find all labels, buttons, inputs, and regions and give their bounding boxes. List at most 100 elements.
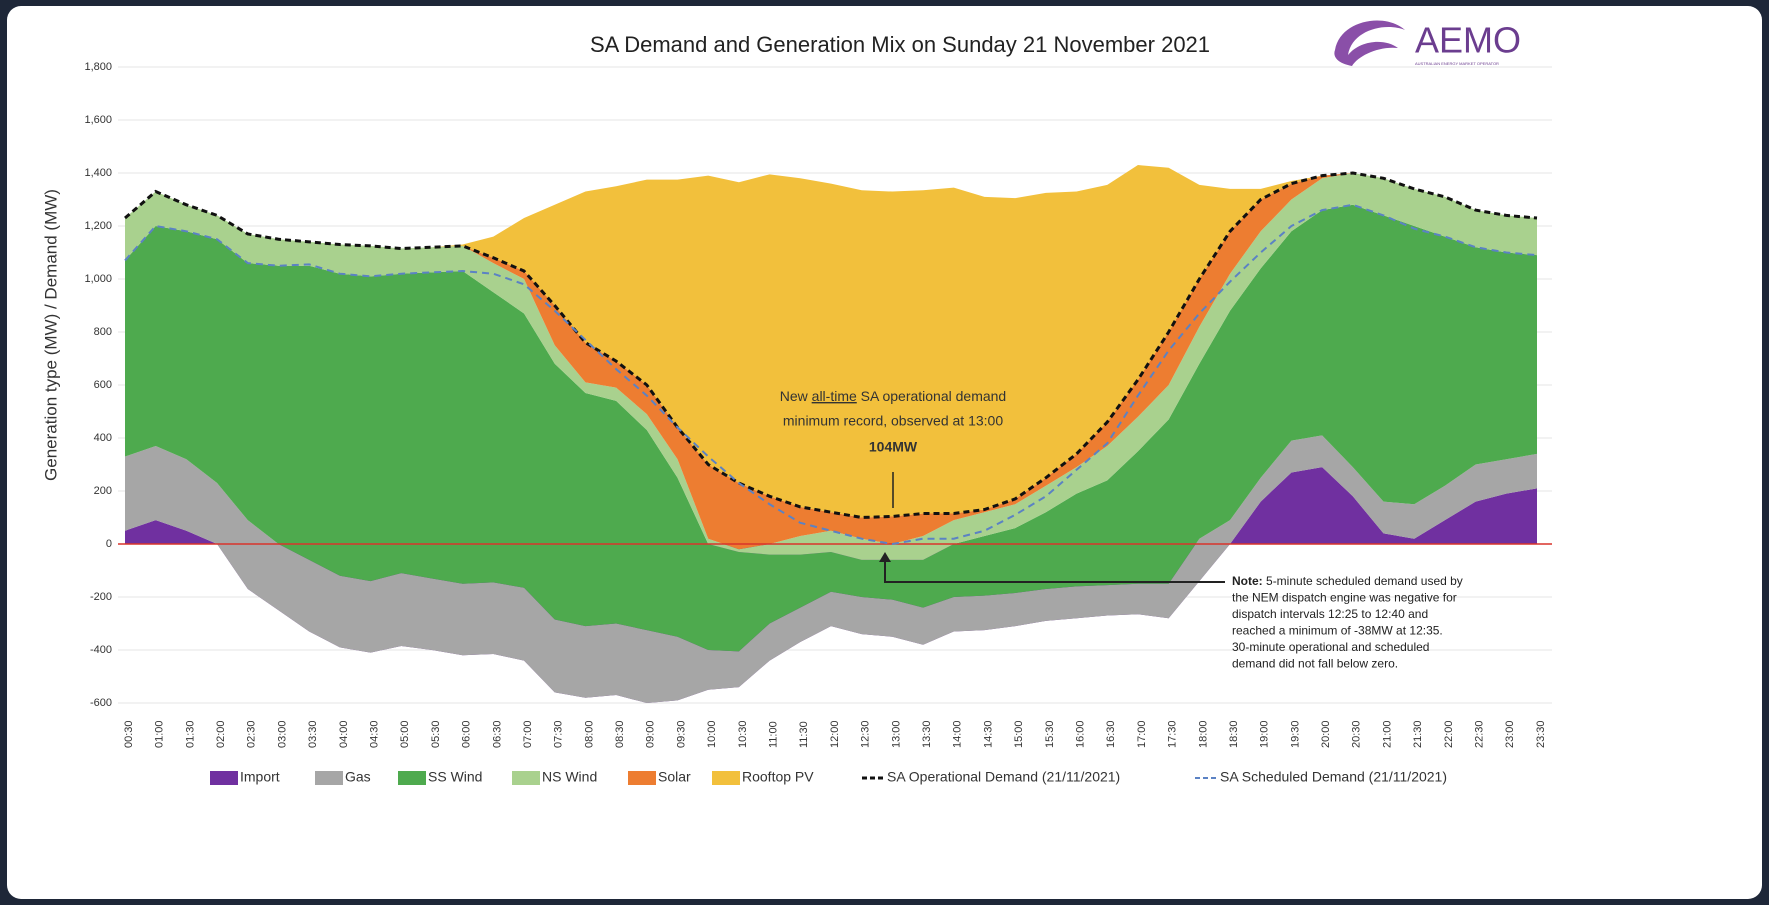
annotation-line: New all-time SA operational demand (780, 388, 1006, 404)
note-line: demand did not fall below zero. (1232, 657, 1398, 671)
x-tick-label: 17:00 (1136, 720, 1148, 748)
x-tick-label: 11:00 (768, 721, 780, 748)
legend-swatch (210, 771, 238, 785)
legend-swatch (628, 771, 656, 785)
legend-label: SA Operational Demand (21/11/2021) (887, 769, 1120, 785)
legend: Import Gas SS Wind NS Wind Solar Rooftop PV SA… (210, 769, 1447, 785)
annotation: New all-time SA operational demand minim… (780, 388, 1006, 508)
x-tick-label: 21:30 (1412, 720, 1424, 748)
note-line: Note: 5-minute scheduled demand used by (1232, 574, 1463, 588)
x-tick-label: 13:00 (890, 720, 902, 748)
x-tick-label: 06:00 (461, 720, 473, 748)
area-band (125, 204, 1537, 652)
x-tick-label: 20:30 (1351, 720, 1363, 748)
x-tick-label: 19:00 (1259, 720, 1271, 748)
x-tick-label: 03:30 (307, 720, 319, 748)
x-tick-label: 16:30 (1105, 720, 1117, 748)
x-tick-label: 04:00 (338, 720, 350, 748)
x-tick-label: 05:00 (399, 720, 411, 748)
legend-swatch (512, 771, 540, 785)
y-tick-label: -200 (90, 591, 112, 603)
area-band (125, 173, 1537, 560)
x-tick-label: 23:30 (1535, 720, 1547, 748)
x-tick-label: 22:30 (1474, 720, 1486, 748)
x-tick-label: 00:30 (123, 720, 135, 748)
y-tick-label: -600 (90, 697, 112, 709)
x-tick-label: 17:30 (1167, 720, 1179, 748)
y-tick-label: 400 (94, 432, 112, 444)
y-tick-label: 0 (106, 538, 112, 550)
note-text: 5-minute scheduled demand used by (1266, 574, 1463, 588)
note-arrow (884, 556, 1225, 583)
note-line: 30-minute operational and scheduled (1232, 640, 1429, 654)
note-line: reached a minimum of -38MW at 12:35. (1232, 624, 1443, 638)
note-line: dispatch intervals 12:25 to 12:40 and (1232, 607, 1428, 621)
x-tick-label: 22:00 (1443, 720, 1455, 748)
note: Note: 5-minute scheduled demand used by … (879, 552, 1463, 671)
demand-line (124, 203, 1538, 546)
x-tick-label: 09:00 (645, 720, 657, 748)
x-tick-label: 13:30 (921, 720, 933, 748)
x-tick-label: 10:00 (706, 720, 718, 748)
x-tick-label: 23:00 (1504, 720, 1516, 748)
x-tick-label: 16:00 (1074, 720, 1086, 748)
annotation-text: SA operational demand (857, 388, 1006, 404)
x-tick-label: 01:00 (154, 720, 166, 748)
x-tick-label: 20:00 (1320, 720, 1332, 748)
legend-swatch (315, 771, 343, 785)
x-tick-label: 07:00 (522, 720, 534, 748)
x-tick-label: 08:00 (583, 720, 595, 748)
note-arrowhead (879, 552, 891, 562)
logo: AEMO AUSTRALIAN ENERGY MARKET OPERATOR (1334, 20, 1521, 66)
x-tick-label: 15:30 (1044, 720, 1056, 748)
y-tick-label: 600 (94, 379, 112, 391)
y-tick-label: -400 (90, 644, 112, 656)
x-tick-label: 12:00 (829, 720, 841, 748)
logo-name: AEMO (1415, 20, 1521, 61)
legend-label: Rooftop PV (742, 769, 814, 785)
plot-area (118, 66, 1552, 704)
x-tick-label: 14:30 (982, 720, 994, 748)
legend-swatch (398, 771, 426, 785)
x-tick-label: 02:00 (215, 720, 227, 748)
y-tick-label: 1,400 (84, 167, 112, 179)
legend-label: NS Wind (542, 769, 597, 785)
x-tick-label: 12:30 (860, 720, 872, 748)
logo-tagline: AUSTRALIAN ENERGY MARKET OPERATOR (1415, 61, 1499, 66)
y-tick-label: 800 (94, 326, 112, 338)
x-tick-label: 19:30 (1289, 720, 1301, 748)
x-tick-label: 14:00 (952, 720, 964, 748)
note-label: Note: (1232, 574, 1263, 588)
area-band (125, 165, 1537, 518)
x-tick-label: 07:30 (553, 720, 565, 748)
logo-swoosh (1334, 20, 1405, 66)
legend-swatch (712, 771, 740, 785)
x-tick-label: 06:30 (491, 720, 503, 748)
annotation-value: 104MW (869, 439, 918, 455)
x-tick-label: 01:30 (184, 720, 196, 748)
x-tick-label: 09:30 (675, 720, 687, 748)
legend-label: Gas (345, 769, 371, 785)
x-tick-label: 04:30 (368, 720, 380, 748)
x-tick-label: 18:30 (1228, 720, 1240, 748)
legend-label: Import (240, 769, 280, 785)
annotation-text: New (780, 388, 812, 404)
annotation-text: all-time (812, 388, 857, 404)
x-tick-label: 21:00 (1381, 720, 1393, 748)
legend-label: SS Wind (428, 769, 482, 785)
x-tick-label: 11:30 (798, 721, 810, 748)
legend-label: SA Scheduled Demand (21/11/2021) (1220, 769, 1447, 785)
y-tick-label: 1,200 (84, 220, 112, 232)
x-tick-label: 08:30 (614, 720, 626, 748)
demand-line (124, 171, 1538, 520)
x-tick-label: 18:00 (1197, 720, 1209, 748)
x-tick-label: 15:00 (1013, 720, 1025, 748)
annotation-text: minimum record, observed at 13:00 (783, 413, 1003, 429)
y-axis-title: Generation type (MW) / Demand (MW) (41, 189, 60, 481)
x-tick-label: 10:30 (737, 720, 749, 748)
y-tick-label: 1,800 (84, 61, 112, 73)
x-tick-label: 02:30 (246, 720, 258, 748)
x-tick-label: 05:30 (430, 720, 442, 748)
y-tick-label: 200 (94, 485, 112, 497)
